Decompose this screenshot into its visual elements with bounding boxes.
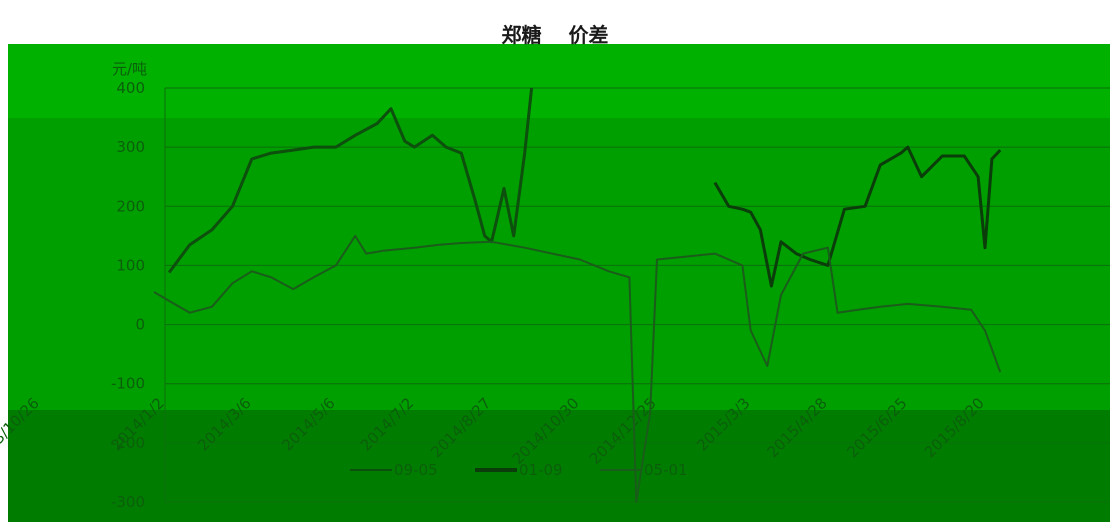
series-lines (153, 87, 1002, 503)
title-band (8, 10, 1108, 46)
plot-band (8, 118, 1110, 418)
y-tick-label: 300 (116, 138, 145, 156)
y-tick-label: 100 (116, 256, 145, 274)
legend-label: 05-01 (644, 461, 688, 479)
lower-band (8, 410, 1110, 522)
series-line-05-01 (153, 234, 1002, 503)
series-line-09-05 (167, 87, 534, 274)
y-tick-label: 200 (116, 197, 145, 215)
legend-label: 01-09 (519, 461, 563, 479)
y-tick-label: 0 (135, 316, 145, 334)
y-tick-label: -100 (111, 375, 145, 393)
y-tick-label: -200 (111, 434, 145, 452)
y-axis-label: 元/吨 (112, 60, 147, 78)
y-axis-ticks: -300 -200 -100 0 100 200 300 400 (111, 79, 145, 511)
y-tick-label: 400 (116, 79, 145, 97)
chart-title: 郑糖 价差 (502, 23, 609, 47)
y-tick-label: -300 (111, 493, 145, 511)
series-line-01-09 (713, 145, 1002, 288)
legend: 09-05 01-09 05-01 (350, 461, 688, 479)
legend-label: 09-05 (394, 461, 438, 479)
